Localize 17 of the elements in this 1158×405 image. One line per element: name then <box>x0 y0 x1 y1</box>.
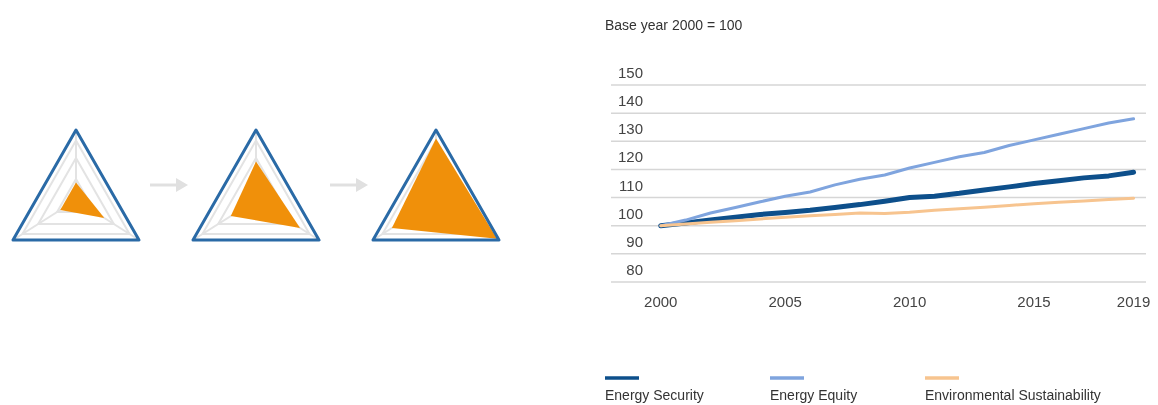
y-tick-label: 130 <box>617 120 643 138</box>
x-tick-label: 2000 <box>644 293 678 310</box>
y-tick-label: 120 <box>617 148 643 166</box>
x-tick-label: 2005 <box>768 293 802 310</box>
y-tick-label: 140 <box>617 92 643 110</box>
y-tick-label: 80 <box>626 261 643 278</box>
y-tick-label: 110 <box>619 176 643 194</box>
x-tick-label: 2010 <box>892 293 927 310</box>
x-tick-label: 2015 <box>1017 293 1051 310</box>
legend-label: Energy Equity <box>770 387 858 403</box>
legend-label: Environmental Sustainability <box>925 387 1101 403</box>
y-tick-label: 150 <box>617 64 643 81</box>
x-tick-label: 2019 <box>1116 293 1151 310</box>
legend-label: Energy Security <box>605 387 704 403</box>
y-axis-title: Base year 2000 = 100 <box>605 17 743 33</box>
y-tick-label: 100 <box>617 204 643 222</box>
y-tick-label: 90 <box>626 232 643 250</box>
